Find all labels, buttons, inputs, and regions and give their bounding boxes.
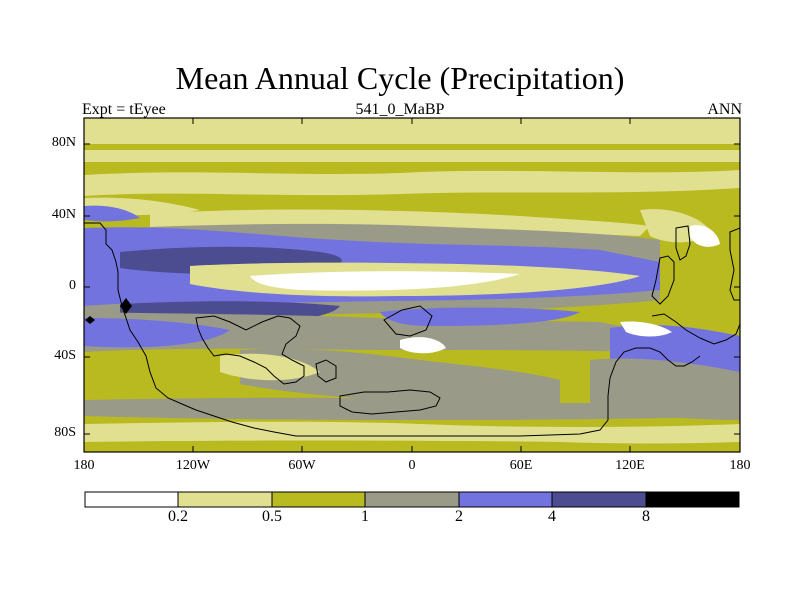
colorbar-box-7 bbox=[645, 491, 740, 508]
colorbar-label-1: 1 bbox=[361, 508, 369, 525]
colorbar-box-2 bbox=[177, 491, 273, 508]
axis-ticks bbox=[84, 118, 740, 452]
y-tick-40n: 40N bbox=[51, 207, 76, 222]
precipitation-field bbox=[84, 118, 740, 452]
x-tick-180w: 180 bbox=[73, 458, 95, 473]
map-markers bbox=[85, 298, 132, 324]
time-label: 541_0_MaBP bbox=[355, 101, 445, 118]
plot-title: Mean Annual Cycle (Precipitation) bbox=[175, 60, 625, 96]
colorbar-box-4 bbox=[364, 491, 460, 508]
x-tick-60w: 60W bbox=[288, 458, 316, 473]
colorbar-label-2: 2 bbox=[455, 508, 463, 525]
colorbar-label-8: 8 bbox=[642, 508, 650, 525]
y-tick-80s: 80S bbox=[54, 425, 76, 440]
experiment-label: Expt = tEyee bbox=[82, 101, 166, 118]
colorbar-box-3 bbox=[271, 491, 366, 508]
colorbar bbox=[84, 491, 740, 508]
y-tick-80n: 80N bbox=[51, 135, 76, 150]
x-tick-120e: 120E bbox=[615, 458, 645, 473]
x-tick-120w: 120W bbox=[175, 458, 211, 473]
colorbar-label-0-2: 0.2 bbox=[168, 508, 188, 525]
colorbar-box-6 bbox=[551, 491, 647, 508]
x-tick-0: 0 bbox=[408, 458, 416, 473]
colorbar-box-5 bbox=[458, 491, 553, 508]
colorbar-box-1 bbox=[84, 491, 179, 508]
colorbar-label-4: 4 bbox=[548, 508, 556, 525]
x-tick-60e: 60E bbox=[509, 458, 533, 473]
y-tick-0: 0 bbox=[69, 278, 76, 293]
colorbar-label-0-5: 0.5 bbox=[262, 508, 282, 525]
season-label: ANN bbox=[707, 101, 742, 118]
coastlines bbox=[84, 222, 740, 437]
y-tick-40s: 40S bbox=[54, 348, 76, 363]
x-tick-180e: 180 bbox=[729, 458, 751, 473]
